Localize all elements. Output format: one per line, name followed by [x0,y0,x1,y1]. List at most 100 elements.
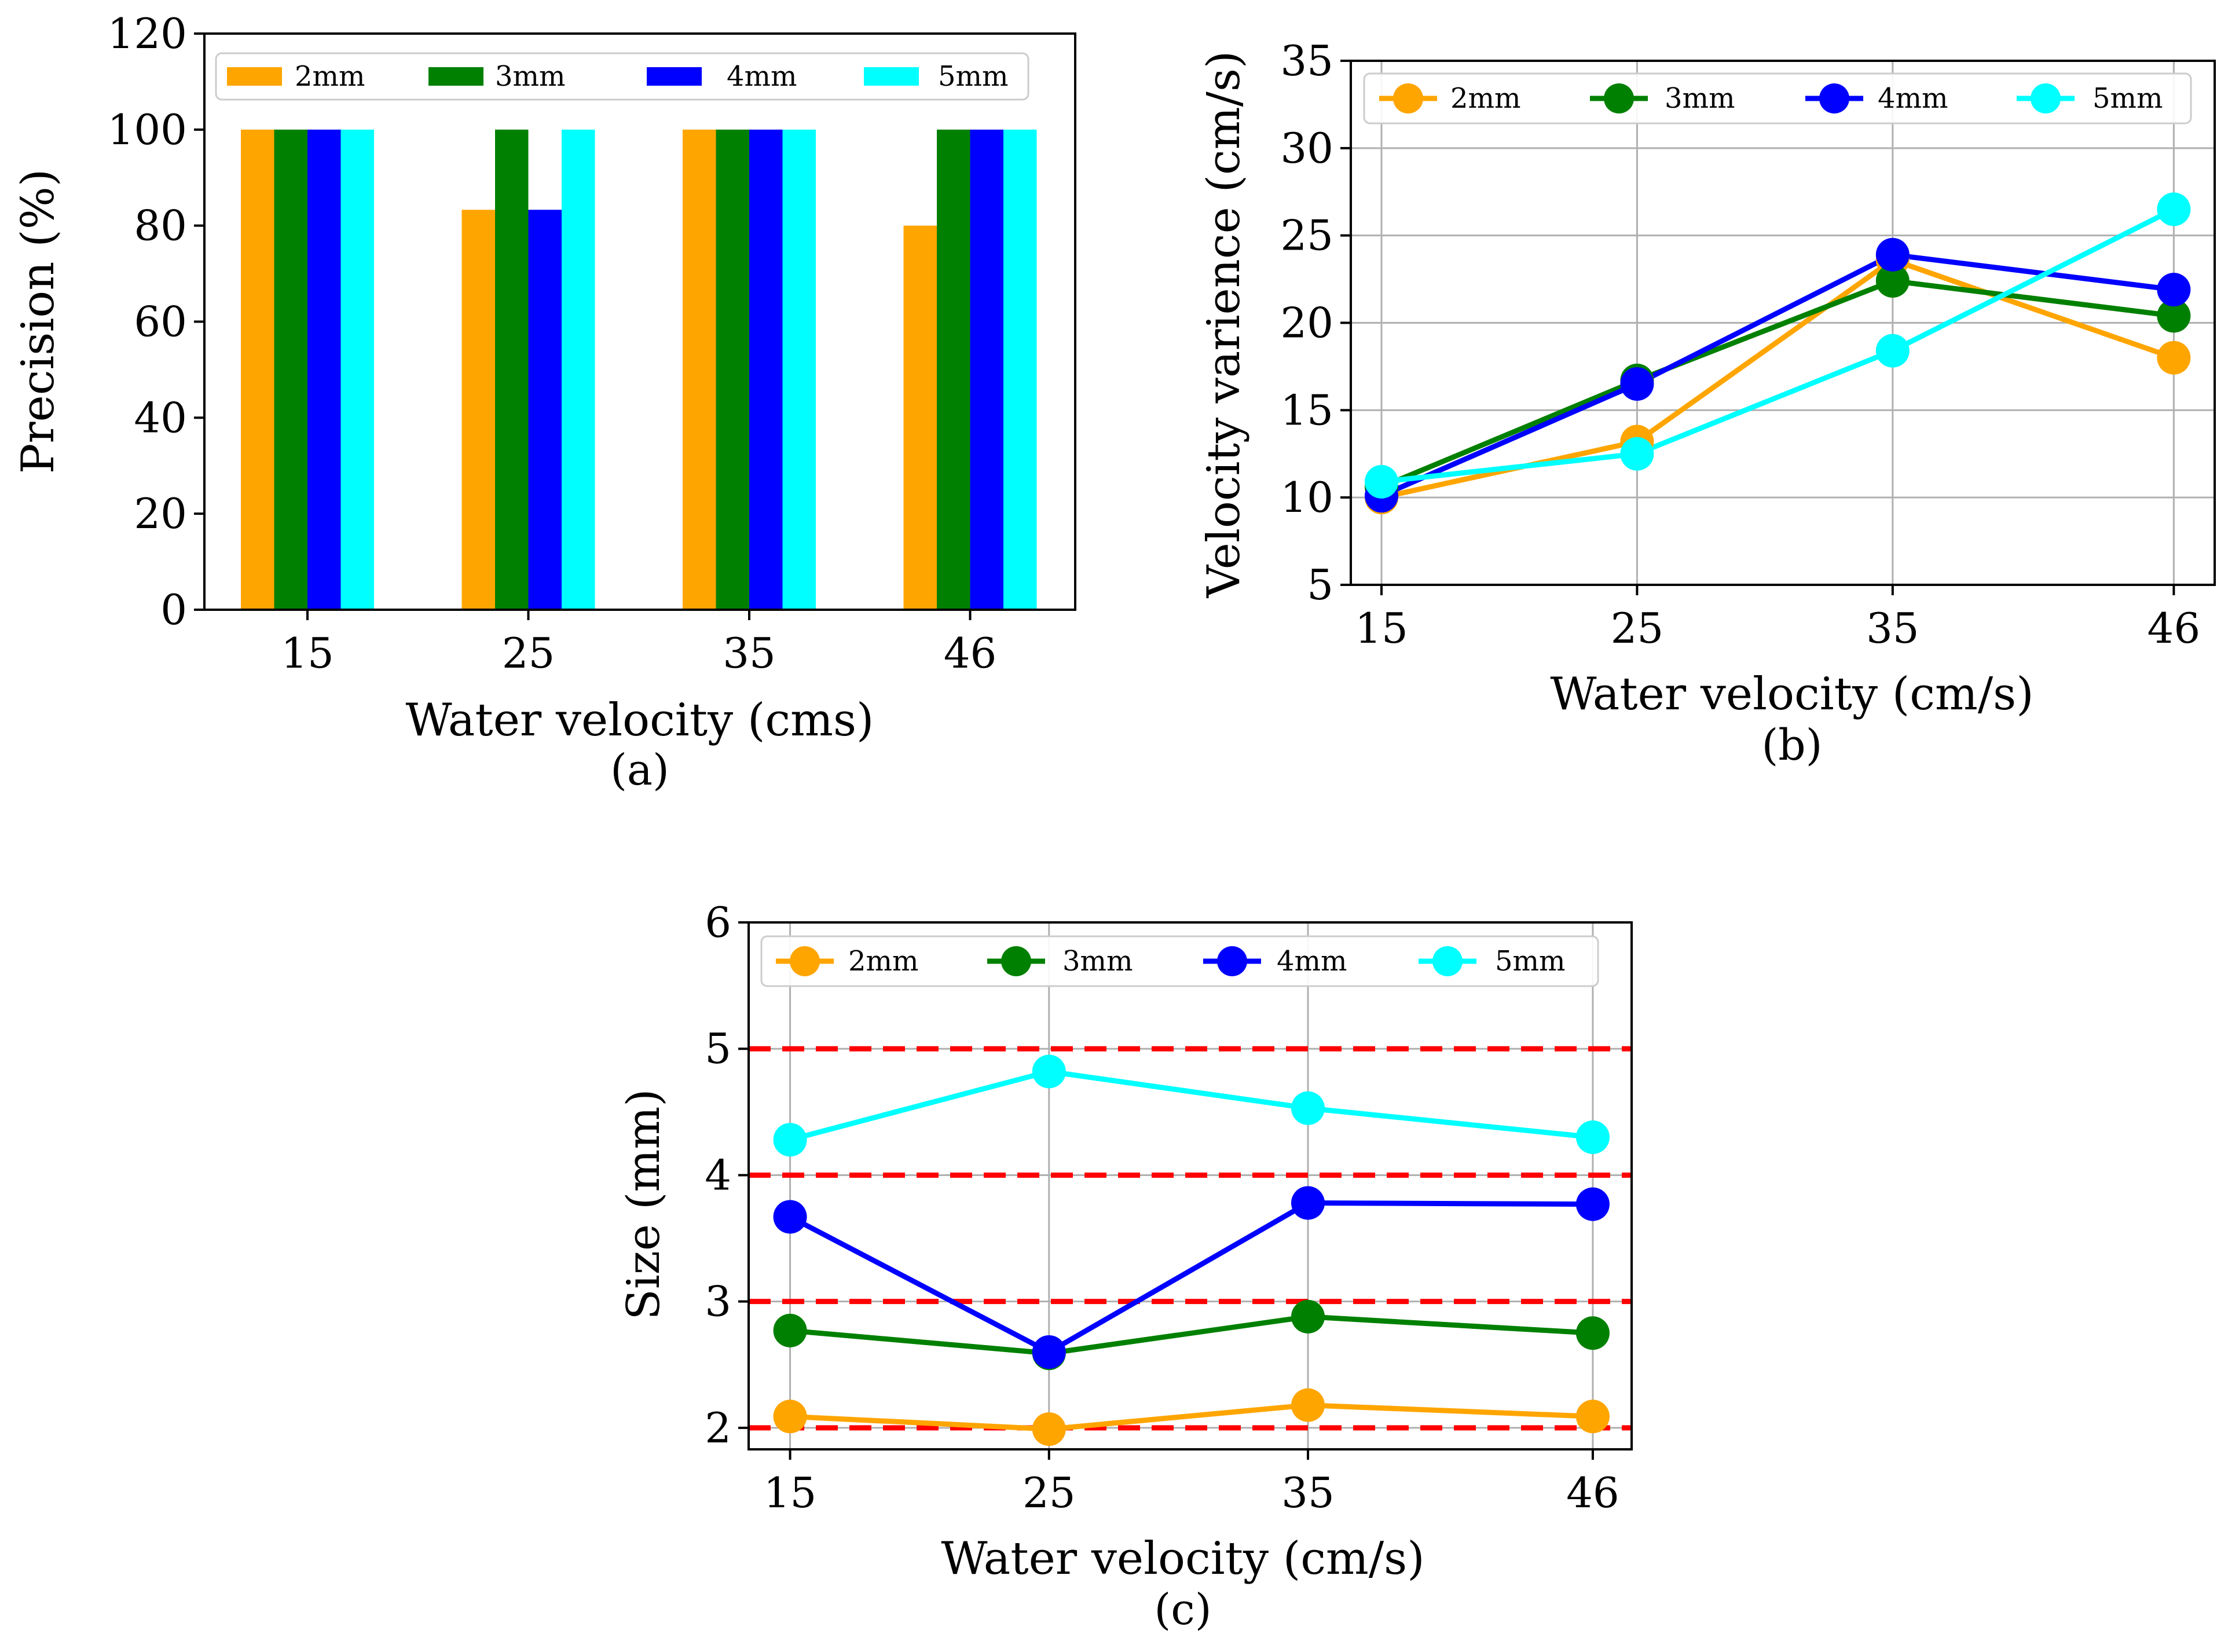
chart-c-point-2mm-46 [1575,1400,1610,1434]
chart-c-legend-2mm-marker [790,946,820,976]
chart-c-size-estimates: 2 3 4 5 6 15 25 35 46 2mm 3mm 4mm 5mm Water velocit… [618,898,1633,1635]
chart-b-series-line-4mm [1380,252,2174,499]
chart-a-y-tick-label-20: 20 [134,489,187,538]
chart-c-legend-frame [760,935,1599,987]
chart-b-x-tick-label-46: 46 [2148,604,2201,653]
chart-a-y-tick-label-60: 60 [134,298,187,346]
chart-c-legend-3mm-label: 3mm [1062,945,1133,977]
chart-a-bar-4mm-35 [749,129,783,610]
chart-b-point-5mm-25 [1620,437,1654,471]
chart-b-y-tick-label-30: 30 [1280,124,1333,173]
chart-a-y-tick-label-40: 40 [134,393,187,442]
chart-a-legend-3mm-label: 3mm [495,60,566,93]
chart-a-bar-3mm-25 [495,129,529,610]
chart-c-x-axis-label: Water velocity (cm/s) [941,1533,1424,1585]
chart-b-y-tick-label-25: 25 [1280,211,1333,260]
chart-c-legend-4mm-marker [1217,946,1247,976]
chart-a-y-tick-label-100: 100 [108,105,187,154]
chart-b-x-tick-label-15: 15 [1355,604,1408,653]
chart-a-caption: (a) [610,745,669,795]
chart-c-point-4mm-46 [1575,1187,1610,1221]
chart-c-y-tick-label-2: 2 [705,1404,731,1452]
chart-c-legend-3mm-marker [1001,946,1031,976]
chart-c-caption: (c) [1154,1585,1211,1635]
chart-c-y-tick-label-4: 4 [705,1151,731,1199]
chart-c-y-axis-label: Size (mm) [618,1089,670,1320]
chart-c-point-4mm-25 [1032,1335,1066,1369]
chart-c-point-2mm-35 [1291,1388,1325,1422]
chart-c-series-line-2mm [790,1402,1593,1432]
chart-b-series-line-3mm [1380,278,2174,490]
chart-a-legend-frame [215,52,1029,101]
chart-c-point-4mm-15 [773,1200,807,1234]
chart-b-legend-3mm-marker [1604,83,1634,113]
chart-a-bar-2mm-46 [903,225,937,610]
chart-b-point-4mm-46 [2157,273,2191,307]
chart-a-bar-2mm-25 [461,210,495,610]
chart-b-point-3mm-46 [2157,299,2191,333]
chart-a-bar-5mm-15 [340,129,374,610]
chart-a-legend-5mm-swatch [864,67,919,86]
chart-a-bar-4mm-15 [307,129,341,610]
chart-a-bar-5mm-35 [782,129,816,610]
chart-c-point-4mm-35 [1291,1186,1325,1220]
chart-b-point-4mm-35 [1875,237,1910,272]
chart-a-x-tick-label-15: 15 [281,629,334,677]
chart-a-bar-3mm-15 [274,129,307,610]
chart-b-legend-2mm-label: 2mm [1450,82,1521,115]
chart-c-x-tick-label-15: 15 [764,1468,817,1517]
chart-b-x-tick-label-35: 35 [1866,604,1919,653]
chart-c-legend-5mm-marker [1432,946,1463,976]
chart-c-point-3mm-15 [773,1313,807,1347]
chart-b-y-tick-label-10: 10 [1280,473,1333,522]
chart-b-y-tick-label-35: 35 [1280,36,1333,85]
chart-c-legend-4mm-label: 4mm [1277,945,1347,977]
chart-a-bar-4mm-25 [528,210,562,610]
chart-c-series-line-3mm [790,1314,1593,1356]
chart-b-legend-frame [1363,72,2192,124]
chart-c-point-3mm-35 [1291,1299,1325,1334]
chart-a-y-tick-label-80: 80 [134,202,187,250]
chart-b-x-tick-label-25: 25 [1611,604,1664,653]
chart-a-legend-4mm-label: 4mm [727,60,797,93]
chart-c-legend-2mm-label: 2mm [848,945,919,977]
chart-a-bar-5mm-25 [562,129,595,610]
chart-b-legend-5mm-label: 5mm [2093,82,2163,115]
chart-a-x-axis-label: Water velocity (cms) [406,694,874,746]
chart-b-legend-2mm-marker [1393,83,1423,113]
chart-c-point-5mm-46 [1575,1120,1610,1154]
chart-a-y-tick-label-0: 0 [160,585,187,634]
chart-c-point-5mm-15 [773,1123,807,1157]
chart-b-y-axis-label: Velocity varience (cm/s) [1198,51,1250,599]
chart-a-legend-2mm-swatch [227,67,282,86]
chart-b-point-5mm-15 [1364,465,1398,499]
chart-a-x-tick-label-35: 35 [723,629,776,677]
chart-b-point-5mm-35 [1875,334,1910,368]
chart-b-y-tick-label-5: 5 [1307,561,1333,609]
chart-c-point-3mm-46 [1575,1316,1610,1350]
chart-a-legend-5mm-label: 5mm [938,60,1009,93]
chart-c-x-tick-label-35: 35 [1281,1468,1335,1517]
chart-b-legend-4mm-marker [1819,83,1849,113]
chart-a-bar-5mm-46 [1003,129,1037,610]
chart-a-bar-3mm-35 [716,129,749,610]
chart-a-legend-4mm-swatch [647,67,702,86]
chart-c-point-2mm-25 [1032,1412,1066,1446]
chart-b-y-tick-label-20: 20 [1280,299,1333,347]
chart-c-y-tick-label-6: 6 [705,898,731,947]
chart-b-velocity-variance: 5 10 15 20 25 30 35 15 25 35 46 2mm 3mm 4mm 5mm Water… [1198,36,2216,770]
chart-a-x-tick-label-46: 46 [944,629,997,677]
chart-c-point-5mm-25 [1032,1054,1066,1089]
chart-b-point-5mm-46 [2157,192,2191,226]
chart-c-axes-frame [747,921,1633,1450]
chart-b-legend-3mm-label: 3mm [1665,82,1735,115]
chart-b-x-axis-label: Water velocity (cm/s) [1550,668,2033,720]
chart-b-point-3mm-35 [1875,264,1910,298]
chart-c-legend-5mm-label: 5mm [1495,945,1566,977]
chart-a-legend-3mm-swatch [428,67,483,86]
chart-a-y-tick-label-120: 120 [108,9,187,58]
chart-b-legend-5mm-marker [2031,83,2061,113]
chart-c-x-tick-label-25: 25 [1023,1468,1076,1517]
chart-a-legend-2mm-label: 2mm [295,60,365,93]
